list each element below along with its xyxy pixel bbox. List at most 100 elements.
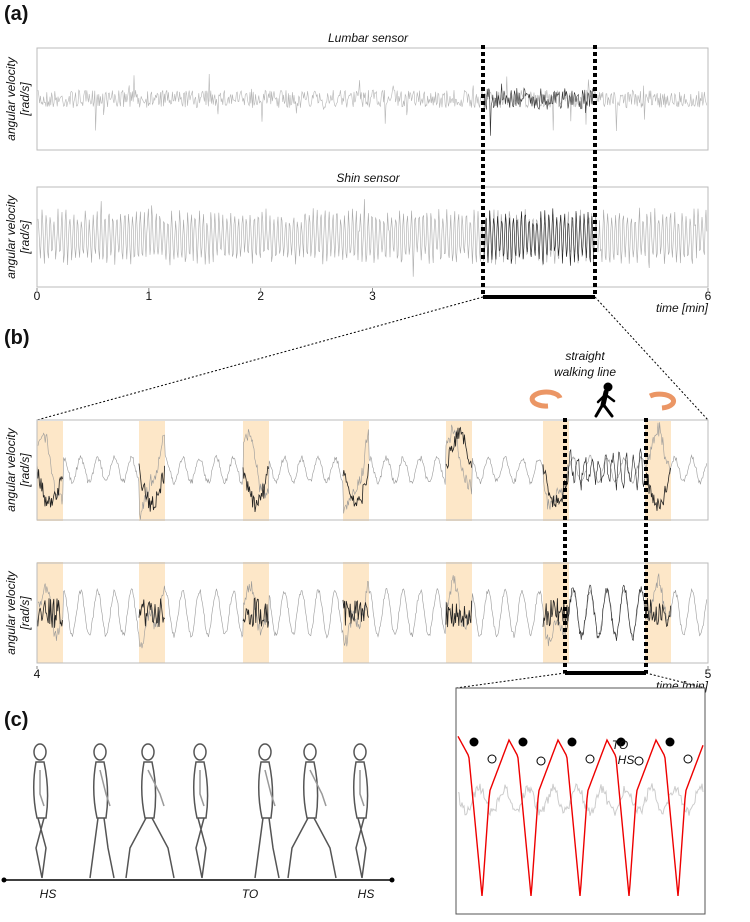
band-gap <box>37 521 708 562</box>
x-tick-label: 2 <box>257 289 264 303</box>
walking-figures <box>33 743 369 879</box>
heel-strike-dot <box>487 754 497 764</box>
plot-frame <box>36 186 709 288</box>
inset-red-trace <box>457 735 704 896</box>
gait-event: TO <box>242 887 258 901</box>
figure-leg <box>287 817 337 879</box>
figure-head <box>258 743 272 761</box>
signal-trace <box>565 448 645 491</box>
ground-dot <box>1 877 7 883</box>
figure-arm <box>39 770 45 807</box>
figure-body <box>303 761 319 819</box>
signal-trace <box>37 573 708 649</box>
figure-head <box>353 743 367 761</box>
panel-label: (c) <box>4 709 28 731</box>
y-label-line: angular velocity <box>4 570 18 654</box>
inset-frame <box>455 687 706 915</box>
gait-event: HS <box>40 887 57 901</box>
signal-trace <box>242 465 269 513</box>
figure-arm <box>309 769 327 807</box>
walker-icon <box>594 382 616 418</box>
figure-leg <box>89 817 115 879</box>
panel-label: (b) <box>4 327 30 349</box>
inset-gray-trace <box>457 783 704 817</box>
signal-trace <box>138 598 165 628</box>
figure-arm <box>147 769 165 807</box>
figure-arm <box>359 770 365 807</box>
toe-off-dot <box>665 737 675 747</box>
signal-trace <box>242 597 269 628</box>
gait-event: HS <box>358 887 375 901</box>
signal-trace <box>483 208 594 266</box>
y-label: angular velocity [rad/s] angular velocit… <box>4 427 32 654</box>
signal-trace <box>342 599 369 626</box>
annotation: straight <box>565 349 605 363</box>
figure-leg <box>35 817 47 879</box>
ground-dot <box>389 877 395 883</box>
heel-strike-dot <box>634 756 644 766</box>
plot-frame <box>36 419 709 521</box>
signal-trace <box>565 584 645 642</box>
signal-trace <box>36 598 63 628</box>
plot-title: Shin sensor <box>336 171 400 185</box>
figure-body <box>141 761 157 819</box>
x-tick-label: 1 <box>145 289 152 303</box>
figure-body <box>93 761 109 819</box>
plot-title: Lumbar sensor <box>328 31 409 45</box>
toe-off-dot <box>567 737 577 747</box>
figure-body <box>258 761 274 819</box>
figure-head <box>303 743 317 761</box>
turn-arrows <box>529 389 677 411</box>
plot-frame <box>36 562 709 664</box>
x-tick-label: 0 <box>34 289 41 303</box>
inset-label: TO <box>612 738 628 752</box>
figure-leg <box>355 817 367 879</box>
toe-off-dot <box>469 737 479 747</box>
y-label-line: angular velocity <box>4 427 18 511</box>
y-label-line: [rad/s] <box>18 220 32 255</box>
signal-trace <box>36 463 63 508</box>
heel-strike-dot <box>683 754 693 764</box>
y-label: angular velocity [rad/s] angular velocit… <box>4 56 32 278</box>
y-label-line: angular velocity <box>4 194 18 278</box>
y-label-line: [rad/s] <box>18 596 32 631</box>
signal-trace <box>445 426 472 470</box>
zoom-bracket <box>36 45 709 421</box>
inset-traces <box>457 735 704 896</box>
figure-head <box>141 743 155 761</box>
plot-frame <box>36 47 709 151</box>
figure-body <box>353 761 369 819</box>
signal-trace <box>37 199 708 277</box>
annotation: walking line <box>554 365 616 379</box>
x-tick-label: 3 <box>369 289 376 303</box>
toe-off-dot <box>518 737 528 747</box>
x-label: time [min] <box>656 301 709 315</box>
figure-arm <box>199 770 205 807</box>
signal-trace <box>445 600 472 628</box>
figure-arm <box>264 769 276 807</box>
figure-body <box>33 761 49 819</box>
figure-head <box>93 743 107 761</box>
figure-head <box>33 743 47 761</box>
signal-trace <box>37 73 708 132</box>
figure-body <box>193 761 209 819</box>
panel-label: (a) <box>4 3 28 25</box>
x-tick-label: 4 <box>34 667 41 681</box>
y-label-line: [rad/s] <box>18 82 32 117</box>
signal-trace <box>644 597 671 628</box>
heel-strike-dot <box>536 756 546 766</box>
figure-head <box>193 743 207 761</box>
traces <box>36 73 708 649</box>
signal-trace <box>37 422 708 520</box>
signal-trace <box>483 83 594 136</box>
inset-label: HS <box>618 753 635 767</box>
figure-leg <box>254 817 280 879</box>
x-tick-label: 5 <box>705 667 712 681</box>
toe-off-dot <box>616 737 626 747</box>
y-label-line: [rad/s] <box>18 453 32 488</box>
signal-trace <box>644 467 671 511</box>
signal-trace <box>342 463 369 507</box>
figure-arm <box>99 769 111 807</box>
x-tick-label: 6 <box>705 289 712 303</box>
